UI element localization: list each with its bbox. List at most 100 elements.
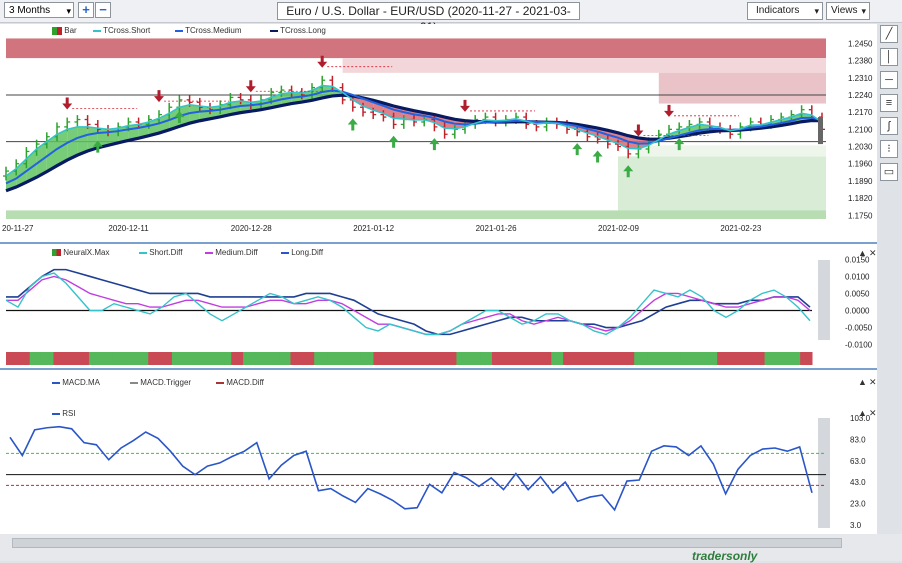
- dotted-line-icon[interactable]: ⁝: [880, 140, 898, 158]
- tcross-cloud-segment: [67, 126, 78, 161]
- x-tick-label: 2020-12-28: [231, 224, 272, 233]
- up-arrow-signal: [92, 140, 103, 153]
- legend-label: TCross.Short: [103, 26, 151, 35]
- rsi-chart: 103.083.063.043.023.03.0▲ ✕▲ ✕: [6, 377, 877, 530]
- remove-button[interactable]: −: [95, 2, 111, 18]
- long-diff-line: [6, 268, 811, 336]
- legend-tcross-long: TCross.Long: [270, 26, 326, 35]
- rsi-line: [9, 425, 813, 512]
- bar-legend-icon: [52, 249, 61, 257]
- line-legend-icon: [216, 381, 224, 384]
- time-scrollbar[interactable]: [12, 538, 842, 548]
- line-legend-icon: [139, 251, 147, 254]
- up-arrow-signal: [174, 111, 185, 124]
- y-tick-label: 3.0: [850, 521, 862, 530]
- neuralx-band-segment: [598, 352, 611, 365]
- diff-pane[interactable]: 0.0150 0.0100 0.0050 0.0000 -0.0050 -0.0100 ▲ ✕…: [0, 244, 877, 370]
- price-pane[interactable]: 1.2450 1.2380 1.2310 1.2240 1.2170 1.2100 1.20…: [0, 24, 877, 244]
- neuralx-band-segment: [503, 352, 517, 365]
- line-legend-icon: [52, 412, 60, 415]
- legend-label: RSI: [62, 409, 76, 418]
- legend-label: Long.Diff: [291, 248, 324, 257]
- neuralx-band-segment: [302, 352, 315, 365]
- legend-label: Bar: [64, 26, 77, 35]
- tcross-long-line: [5, 93, 823, 193]
- neuralx-band-segment: [207, 352, 220, 365]
- neuralx-band-segment: [800, 352, 813, 365]
- neuralx-band-segment: [515, 352, 529, 365]
- neuralx-band-segment: [65, 352, 78, 365]
- tcross-cloud-segment: [159, 113, 170, 134]
- neuralx-band-segment: [17, 352, 31, 365]
- chevron-down-icon: ▾: [861, 6, 866, 16]
- neuralx-band-segment: [124, 352, 137, 365]
- neuralx-band-segment: [219, 352, 232, 365]
- resistance-zone: [658, 72, 826, 104]
- y-tick-label: 1.2170: [848, 108, 873, 117]
- x-tick-label: 2021-02-09: [598, 224, 639, 233]
- line-legend-icon: [52, 381, 60, 384]
- neuralx-band-segment: [468, 352, 481, 365]
- macd-rsi-pane[interactable]: 103.0 83.0 63.0 43.0 23.0 3.0 ▲ ✕ ▲ ✕ MACD.MA MAC…: [0, 370, 877, 534]
- short-diff-line: [5, 272, 811, 336]
- tcross-cloud-segment: [77, 126, 88, 156]
- collapse-icon: ▲: [858, 248, 867, 258]
- neuralx-band-segment: [776, 352, 789, 365]
- neuralx-band-segment: [622, 352, 635, 365]
- period-select[interactable]: 3 Months ▾: [4, 2, 74, 18]
- neuralx-band-segment: [112, 352, 126, 365]
- vertical-line-icon[interactable]: │: [880, 48, 898, 66]
- legend-label: MACD.Trigger: [140, 378, 192, 387]
- resistance-zone: [342, 58, 826, 73]
- y-tick-label: 103.0: [850, 414, 871, 423]
- neuralx-band-segment: [657, 352, 671, 365]
- x-tick-label: 2021-01-26: [476, 224, 517, 233]
- legend-label: NeuralX.Max: [63, 248, 110, 257]
- close-icon: ✕: [869, 248, 877, 258]
- y-tick-label: 1.2450: [848, 39, 873, 48]
- neuralx-band-segment: [290, 352, 303, 365]
- neuralx-band-segment: [385, 352, 398, 365]
- y-tick-label: 0.0150: [845, 255, 870, 264]
- bar-legend-icon: [52, 26, 62, 35]
- views-button[interactable]: Views ▾: [826, 2, 870, 20]
- axis-gutter: [818, 418, 830, 528]
- add-button[interactable]: +: [78, 2, 94, 18]
- note-icon[interactable]: ▭: [880, 163, 898, 181]
- tcross-cloud-segment: [16, 158, 27, 188]
- price-chart: 1.2450 1.2380 1.2310 1.2240 1.2170 1.2100 1.20…: [2, 38, 873, 233]
- tcross-cloud-segment: [189, 104, 200, 124]
- fibonacci-icon[interactable]: ʃ: [880, 117, 898, 135]
- line-legend-icon: [205, 251, 213, 254]
- indicators-button[interactable]: Indicators ▾: [747, 2, 823, 20]
- y-tick-label: 1.1890: [848, 177, 873, 186]
- neuralx-band-segment: [29, 352, 43, 365]
- brand-logo: tradersonly: [692, 549, 758, 563]
- neuralx-band-segment: [563, 352, 576, 365]
- horizontal-line-icon[interactable]: ─: [880, 71, 898, 89]
- legend-short-diff: Short.Diff: [139, 248, 182, 257]
- neuralx-band-segment: [171, 352, 185, 365]
- down-arrow-signal: [62, 97, 73, 110]
- down-arrow-signal: [460, 99, 470, 112]
- down-arrow-signal: [154, 90, 164, 103]
- neuralx-band-segment: [88, 352, 102, 365]
- up-arrow-signal: [347, 118, 358, 131]
- neuralx-band-segment: [136, 352, 149, 365]
- neuralx-band-segment: [634, 352, 647, 365]
- line-tool-icon[interactable]: ╱: [880, 25, 898, 43]
- legend-tcross-medium: TCross.Medium: [175, 26, 242, 35]
- neuralx-band-segment: [456, 352, 469, 365]
- legend-medium-diff: Medium.Diff: [205, 248, 258, 257]
- x-tick-label: 2020-12-11: [108, 224, 149, 233]
- neuralx-band-segment: [491, 352, 505, 365]
- neuralx-band-segment: [278, 352, 291, 365]
- neuralx-band-segment: [373, 352, 386, 365]
- neuralx-band-segment: [6, 352, 19, 365]
- chevron-down-icon: ▾: [814, 6, 819, 16]
- neuralx-band-segment: [53, 352, 66, 365]
- line-legend-icon: [93, 29, 101, 32]
- neuralx-band-segment: [752, 352, 766, 365]
- channel-tool-icon[interactable]: ≡: [880, 94, 898, 112]
- neuralx-band-segment: [243, 352, 256, 365]
